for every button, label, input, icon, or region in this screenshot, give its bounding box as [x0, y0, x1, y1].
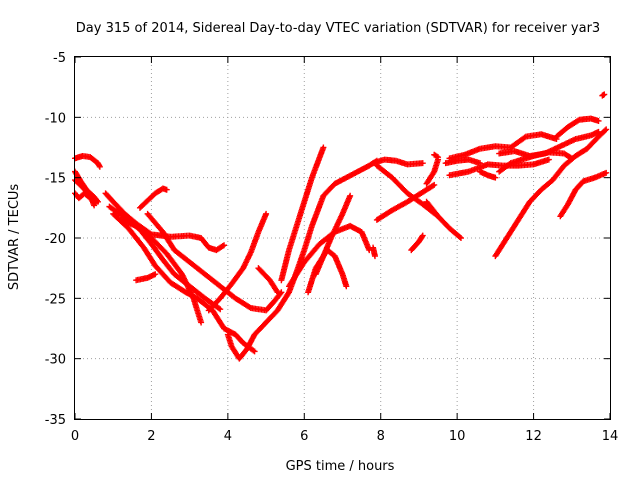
- data-point: [251, 348, 258, 355]
- data-point: [418, 233, 425, 240]
- data-point: [217, 306, 224, 313]
- data-point: [263, 210, 270, 217]
- y-tick-label: -5: [53, 51, 66, 66]
- data-point: [433, 153, 440, 160]
- y-tick-label: -25: [45, 292, 66, 307]
- series-25: [431, 151, 442, 161]
- series-24: [423, 156, 442, 187]
- data-point: [492, 174, 499, 181]
- data-point: [215, 305, 222, 312]
- data-point: [343, 283, 350, 290]
- series-8: [136, 185, 170, 211]
- series-28: [446, 131, 560, 162]
- y-tick-label: -30: [45, 353, 66, 368]
- series-23: [423, 198, 442, 220]
- series-29: [477, 168, 499, 181]
- data-point: [595, 117, 602, 124]
- series-20: [373, 181, 438, 223]
- data-point: [434, 212, 441, 219]
- axis-ticks: 0 2 4 6 8 10 12 14 -5 -10 -15 -20 -25 -30 -35: [45, 51, 619, 444]
- data-point: [371, 253, 378, 260]
- series-33: [553, 115, 602, 140]
- data-point: [457, 235, 464, 241]
- series-1: [72, 168, 101, 205]
- data-point: [96, 163, 103, 170]
- y-tick-label: -35: [45, 413, 66, 428]
- data-point: [277, 290, 284, 297]
- data-point: [274, 289, 281, 296]
- y-axis-title: SDTVAR / TECUs: [7, 184, 22, 291]
- data-point: [152, 271, 159, 278]
- series-0: [72, 152, 103, 170]
- data-point: [429, 182, 436, 189]
- grid: [75, 57, 610, 419]
- plot-frame: [74, 56, 611, 420]
- series-9: [133, 271, 159, 284]
- data-point: [456, 234, 463, 241]
- data-point: [595, 128, 602, 135]
- data-point: [347, 192, 354, 199]
- data-point: [221, 242, 228, 249]
- x-tick-label: 14: [602, 429, 619, 444]
- series-13: [255, 265, 281, 296]
- data-point: [91, 202, 98, 209]
- y-tick-label: -15: [45, 172, 66, 187]
- x-tick-label: 4: [224, 429, 232, 444]
- series-10: [144, 210, 285, 314]
- series-32: [496, 128, 602, 159]
- chart-title: Day 315 of 2014, Sidereal Day-to-day VTE…: [76, 21, 600, 36]
- data-point: [250, 347, 257, 354]
- series-15: [286, 222, 373, 290]
- data-point: [246, 304, 253, 311]
- data-point: [602, 127, 609, 134]
- data-point: [198, 319, 205, 326]
- x-axis-title: GPS time / hours: [286, 459, 395, 474]
- series-19: [370, 156, 426, 168]
- data-points: [72, 91, 610, 362]
- data-point: [603, 126, 610, 133]
- data-point: [320, 144, 327, 151]
- data-point: [431, 181, 438, 188]
- data-point: [419, 160, 426, 167]
- series-18: [370, 244, 378, 260]
- data-point: [163, 186, 170, 193]
- series-12: [224, 157, 380, 362]
- series-17: [312, 192, 354, 278]
- x-tick-label: 10: [449, 429, 466, 444]
- x-tick-label: 12: [525, 429, 542, 444]
- data-point: [435, 213, 442, 220]
- data-point: [419, 232, 426, 239]
- y-tick-label: -10: [45, 111, 66, 126]
- x-tick-label: 8: [377, 429, 385, 444]
- series-7: [117, 216, 205, 326]
- x-tick-label: 6: [300, 429, 308, 444]
- data-point: [435, 154, 442, 161]
- data-point: [568, 155, 575, 162]
- series-34: [557, 169, 610, 220]
- data-point: [575, 117, 582, 124]
- data-point: [601, 91, 608, 98]
- data-point: [521, 134, 528, 141]
- series-14: [278, 144, 327, 284]
- data-point: [567, 154, 574, 161]
- series-11: [205, 210, 270, 314]
- x-tick-label: 0: [71, 429, 79, 444]
- y-tick-label: -20: [45, 232, 66, 247]
- series-35: [599, 91, 608, 99]
- data-point: [545, 156, 552, 163]
- data-point: [219, 243, 226, 250]
- data-point: [603, 169, 610, 176]
- x-tick-label: 2: [147, 429, 155, 444]
- series-22: [408, 232, 426, 254]
